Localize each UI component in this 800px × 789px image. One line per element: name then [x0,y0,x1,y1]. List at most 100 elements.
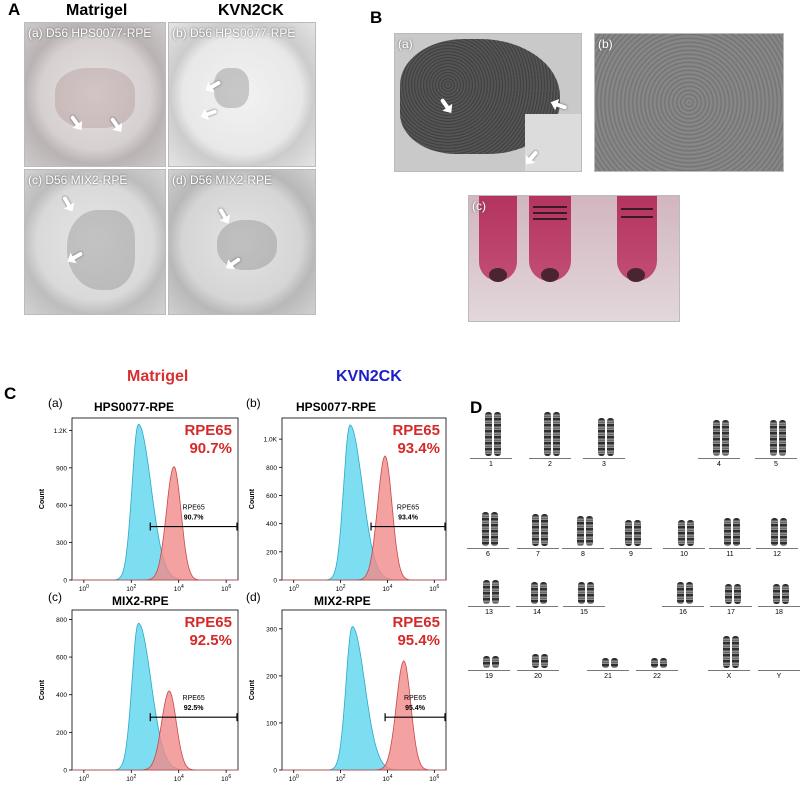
chart-d-x-tick-label: 102 [336,774,346,783]
photo-b-kvn2ck-hps0077: (b) D56 HPS0077-RPE [168,22,316,167]
chromosome-label: 7 [536,551,540,558]
karyotype-baseline [516,606,558,607]
chromosome [492,580,499,604]
chart-d-ylabel: Count [249,679,256,700]
chromosome [713,420,720,456]
chromosome [677,582,684,604]
panel-c-kvn2ck-header: KVN2CK [336,368,402,385]
photo-a-matrigel-hps0077: (a) D56 HPS0077-RPE [24,22,166,167]
chromosome [678,520,685,546]
chromosome-label: X [726,673,732,680]
photo-label: (c) [472,199,486,213]
chromosome [770,420,777,456]
chart-b-big-value: 93.4% [397,440,440,457]
chart-a-y-tick-label: 0 [63,578,67,585]
karyotype-baseline [470,458,512,459]
karyotype-baseline [758,606,800,607]
photo-b-c-pellets: (c) [468,195,680,322]
chromosome-label: 18 [775,609,783,616]
panel-d-letter: D [470,398,483,417]
chromosome-label: Y [776,673,782,680]
chromosome [541,514,548,546]
karyotype-baseline [583,458,625,459]
chromosome-label: 3 [602,461,606,468]
chart-c-y-tick-label: 200 [56,730,67,737]
chromosome-label: 19 [485,673,493,680]
chart-c-y-tick-label: 400 [56,692,67,699]
rpe-sheet [55,68,135,128]
chart-c-x-tick-label: 100 [79,774,89,783]
karyotype-baseline [467,548,509,549]
chart-a-big-value: 90.7% [189,440,232,457]
karyotype-baseline [587,670,629,671]
chart-a-x-tick-label: 104 [174,584,184,593]
chromosome [732,636,739,668]
cell-pellet [541,268,559,282]
chromosome-label: 22 [653,673,661,680]
chromosome [725,584,732,604]
tube-marking [533,212,567,214]
chart-a-gate-label: RPE65 [183,505,205,512]
chromosome [724,518,731,546]
chart-d-y-tick-label: 300 [266,626,277,633]
chart-b-y-tick-label: 200 [266,549,277,556]
chromosome [602,658,609,668]
chromosome-label: 12 [773,551,781,558]
chromosome-label: 8 [581,551,585,558]
photo-b-a-micrograph: (a) [394,33,582,172]
chromosome [660,658,667,668]
karyotype-baseline [636,670,678,671]
photo-d-kvn2ck-mix2: (d) D56 MIX2-RPE [168,169,316,315]
chart-d-y-tick-label: 100 [266,720,277,727]
chart-a-rpe65-histogram [72,465,238,581]
chromosome-label: 15 [580,609,588,616]
chart-d-y-tick-label: 0 [273,768,277,775]
karyotype-baseline [709,548,751,549]
panel-a-letter: A [8,0,21,19]
photo-label: (b) [598,37,613,51]
chart-b-big-label: RPE65 [392,422,440,439]
chart-a-y-tick-label: 900 [56,465,67,472]
chromosome-label: 6 [486,551,490,558]
chart-c-x-tick-label: 106 [221,774,231,783]
chart-a-y-tick-label: 600 [56,503,67,510]
chart-b-panel-label: (b) [246,396,261,410]
karyotype-baseline [698,458,740,459]
chart-c-ylabel: Count [39,679,46,700]
panel-a-kvn2ck-header: KVN2CK [218,2,284,19]
chromosome [553,412,560,456]
chart-c-rpe65-histogram [72,690,238,771]
photo-label: (c) D56 MIX2-RPE [28,173,128,187]
chart-c-x-tick-label: 102 [126,774,136,783]
chart-d-title: MIX2-RPE [314,594,371,608]
tube-marking [533,218,567,220]
photo-label: (d) D56 MIX2-RPE [172,173,273,187]
chromosome-label: 20 [534,673,542,680]
tube-marking [621,216,653,218]
panel-b-letter: B [370,8,383,27]
tube-marking [621,208,653,210]
panel-c-letter: C [4,384,17,403]
chromosome [540,582,547,604]
chart-c-big-label: RPE65 [184,614,232,631]
chromosome [598,418,605,456]
chart-a-panel-label: (a) [48,396,63,410]
chromosome [532,654,539,668]
chart-a-big-label: RPE65 [184,422,232,439]
chart-d-x-tick-label: 100 [289,774,299,783]
chart-b-x-tick-label: 100 [289,584,299,593]
karyotype-baseline [710,606,752,607]
tube [479,196,517,281]
chart-b-y-tick-label: 800 [266,465,277,472]
chart-d-big-label: RPE65 [392,614,440,631]
chromosome [723,636,730,668]
chart-a-x-tick-label: 102 [126,584,136,593]
tube [529,196,571,281]
chart-c-title: MIX2-RPE [112,594,169,608]
cell-pellet [489,268,507,282]
chromosome-label: 2 [548,461,552,468]
karyotype-baseline [755,458,797,459]
chart-c-x-tick-label: 104 [174,774,184,783]
chromosome [733,518,740,546]
